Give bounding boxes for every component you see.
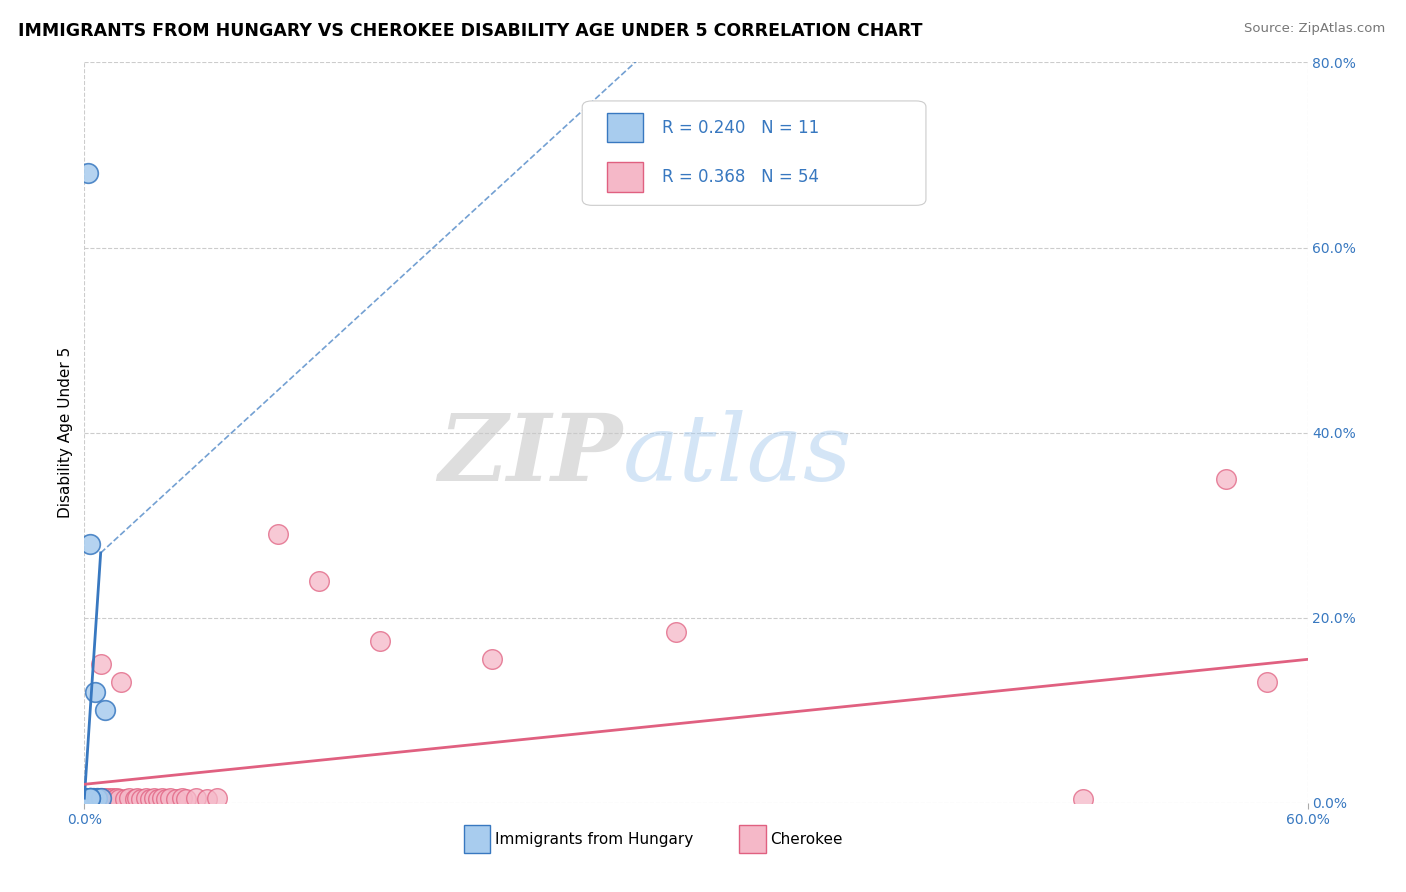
Text: atlas: atlas bbox=[623, 409, 852, 500]
Point bbox=[142, 791, 165, 805]
Point bbox=[75, 792, 97, 806]
Point bbox=[368, 633, 391, 648]
Point bbox=[87, 792, 110, 806]
Text: Cherokee: Cherokee bbox=[770, 831, 844, 847]
Text: IMMIGRANTS FROM HUNGARY VS CHEROKEE DISABILITY AGE UNDER 5 CORRELATION CHART: IMMIGRANTS FROM HUNGARY VS CHEROKEE DISA… bbox=[18, 22, 922, 40]
Point bbox=[96, 792, 118, 806]
Point bbox=[77, 166, 100, 180]
Point bbox=[1256, 675, 1278, 690]
Point bbox=[174, 792, 197, 806]
Point bbox=[100, 792, 122, 806]
Point bbox=[79, 536, 101, 550]
Point bbox=[308, 574, 330, 588]
Point bbox=[131, 792, 153, 806]
Point bbox=[481, 652, 503, 666]
Point bbox=[82, 791, 104, 805]
Point bbox=[1215, 472, 1237, 486]
Point bbox=[101, 791, 124, 805]
Point bbox=[267, 527, 290, 541]
Point bbox=[91, 792, 114, 806]
FancyBboxPatch shape bbox=[582, 101, 927, 205]
Text: ZIP: ZIP bbox=[439, 409, 623, 500]
Point bbox=[665, 624, 688, 639]
Point bbox=[114, 792, 136, 806]
Point bbox=[93, 791, 115, 805]
Point bbox=[172, 791, 194, 805]
Point bbox=[135, 791, 157, 805]
Point bbox=[104, 792, 127, 806]
Point bbox=[205, 791, 228, 805]
Point bbox=[1073, 792, 1095, 806]
Point bbox=[108, 792, 131, 806]
Point bbox=[118, 791, 141, 805]
Point bbox=[93, 792, 115, 806]
Point bbox=[79, 791, 101, 805]
Text: R = 0.240   N = 11: R = 0.240 N = 11 bbox=[662, 119, 818, 136]
Point bbox=[127, 791, 149, 805]
Bar bbox=[738, 825, 766, 853]
Point bbox=[93, 703, 115, 717]
Point bbox=[82, 792, 104, 806]
Point bbox=[124, 792, 146, 806]
Point bbox=[82, 791, 104, 805]
Y-axis label: Disability Age Under 5: Disability Age Under 5 bbox=[58, 347, 73, 518]
Text: Source: ZipAtlas.com: Source: ZipAtlas.com bbox=[1244, 22, 1385, 36]
Point bbox=[186, 791, 208, 805]
Point bbox=[90, 657, 112, 671]
Point bbox=[195, 792, 218, 806]
Point bbox=[83, 792, 105, 806]
Point bbox=[90, 792, 112, 806]
Point bbox=[91, 791, 114, 805]
Point bbox=[79, 791, 101, 805]
Point bbox=[155, 792, 177, 806]
Bar bbox=[606, 112, 644, 143]
Point bbox=[86, 792, 108, 806]
Bar bbox=[606, 162, 644, 192]
Point bbox=[77, 792, 100, 806]
Point bbox=[79, 791, 101, 805]
Point bbox=[86, 791, 108, 805]
Point bbox=[165, 792, 187, 806]
Point bbox=[110, 675, 132, 690]
Text: R = 0.368   N = 54: R = 0.368 N = 54 bbox=[662, 169, 818, 186]
Point bbox=[83, 791, 105, 805]
Point bbox=[75, 791, 97, 805]
Point bbox=[146, 792, 169, 806]
Point bbox=[87, 791, 110, 805]
Point bbox=[138, 792, 160, 806]
Point bbox=[79, 792, 101, 806]
Point bbox=[150, 791, 173, 805]
Point bbox=[86, 791, 108, 805]
Point bbox=[159, 791, 181, 805]
Point bbox=[83, 685, 105, 699]
Point bbox=[90, 791, 112, 805]
Point bbox=[105, 791, 128, 805]
Text: Immigrants from Hungary: Immigrants from Hungary bbox=[495, 831, 693, 847]
Point bbox=[75, 791, 97, 805]
Bar bbox=[464, 825, 491, 853]
Point bbox=[77, 791, 100, 805]
Point bbox=[79, 791, 101, 805]
Point bbox=[97, 791, 120, 805]
